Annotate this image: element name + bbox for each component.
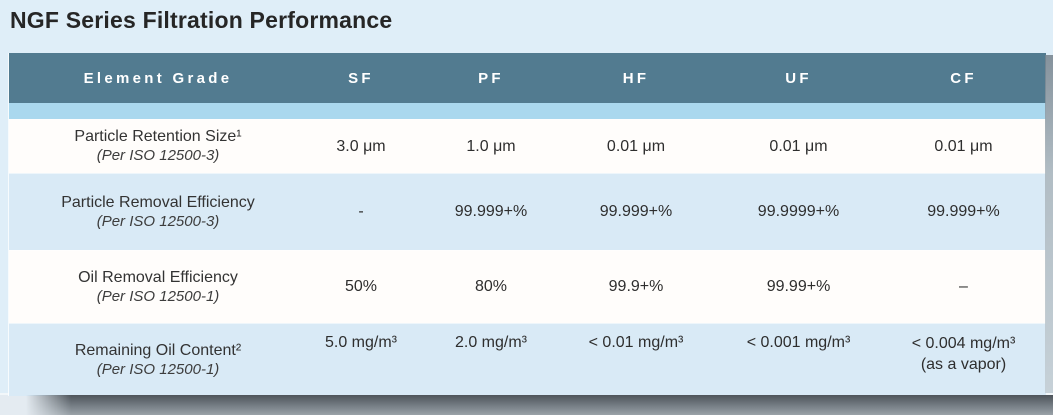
- cell-value: 99.99+%: [766, 278, 831, 295]
- cell-value: 5.0 mg/m³: [324, 334, 397, 351]
- row-label-main: Oil Removal Efficiency: [78, 268, 238, 286]
- accent-band: [9, 103, 1046, 119]
- row-label-main: Remaining Oil Content²: [74, 341, 242, 359]
- table-row-oil-removal-efficiency: Oil Removal Efficiency (Per ISO 12500-1)…: [9, 250, 1046, 323]
- cell-value: 99.9+%: [608, 278, 664, 295]
- cell-value: 1.0 μm: [466, 137, 516, 155]
- cell-value: 0.01 μm: [934, 137, 993, 155]
- cell-value: 99.999+%: [454, 203, 528, 220]
- row-label: Particle Retention Size¹ (Per ISO 12500-…: [9, 127, 296, 166]
- row-label-sub: (Per ISO 12500-1): [96, 360, 220, 378]
- header-cell-pf: PF: [478, 69, 504, 87]
- cell-value: 50%: [344, 278, 378, 295]
- table-row-particle-removal-efficiency: Particle Removal Efficiency (Per ISO 125…: [9, 173, 1046, 250]
- row-label: Particle Removal Efficiency (Per ISO 125…: [9, 193, 296, 232]
- header-cell-cf: CF: [950, 69, 977, 87]
- cell-value: 99.9999+%: [757, 203, 840, 220]
- cell-value: 80%: [474, 278, 508, 295]
- header-cell-element-grade: Element Grade: [83, 69, 233, 87]
- header-cell-uf: UF: [785, 69, 812, 87]
- cell-value: 0.01 μm: [606, 137, 666, 155]
- cell-value: –: [959, 278, 968, 295]
- spec-card: NGF Series Filtration Performance Elemen…: [0, 7, 1053, 396]
- header-cell-hf: HF: [622, 69, 650, 87]
- row-label-main: Particle Removal Efficiency: [61, 193, 255, 211]
- row-label: Remaining Oil Content² (Per ISO 12500-1): [9, 341, 296, 380]
- filtration-performance-table: Element Grade SF PF HF UF CF Particle Re…: [8, 53, 1046, 396]
- row-label-sub: (Per ISO 12500-3): [96, 212, 220, 230]
- cell-value: < 0.004 mg/m³ (as a vapor): [881, 324, 1046, 376]
- cell-value: 3.0 μm: [336, 137, 386, 155]
- cell-value-note: (as a vapor): [920, 355, 1007, 373]
- cell-value: 99.999+%: [927, 203, 1000, 220]
- table-row-remaining-oil-content: Remaining Oil Content² (Per ISO 12500-1)…: [9, 323, 1046, 396]
- cell-value: < 0.01 mg/m³: [588, 334, 684, 351]
- row-label-sub: (Per ISO 12500-3): [96, 147, 220, 165]
- cell-value: < 0.001 mg/m³: [746, 334, 851, 351]
- cell-value: 99.999+%: [599, 203, 673, 220]
- row-label-sub: (Per ISO 12500-1): [96, 287, 220, 305]
- table-right-shadow: [1045, 55, 1053, 393]
- row-label-main: Particle Retention Size¹: [74, 128, 242, 146]
- cell-value: 0.01 μm: [769, 137, 828, 155]
- cell-value: 2.0 mg/m³: [454, 334, 527, 351]
- cell-value-main: < 0.004 mg/m³: [911, 335, 1016, 352]
- cell-value: -: [358, 203, 364, 220]
- table-row-particle-retention-size: Particle Retention Size¹ (Per ISO 12500-…: [9, 119, 1046, 173]
- page-title: NGF Series Filtration Performance: [10, 7, 393, 33]
- table-header-row: Element Grade SF PF HF UF CF: [9, 53, 1046, 103]
- card-bottom-shadow: [26, 395, 1053, 415]
- row-label: Oil Removal Efficiency (Per ISO 12500-1): [9, 268, 296, 307]
- header-cell-sf: SF: [348, 69, 374, 87]
